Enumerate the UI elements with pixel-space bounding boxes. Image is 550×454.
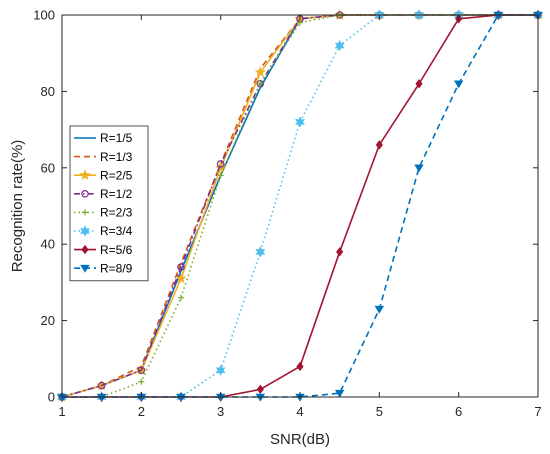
data-point: [216, 160, 225, 168]
legend-label: R=1/2: [100, 187, 133, 201]
legend-entry: R=3/4: [74, 224, 133, 238]
y-tick-label: 80: [41, 84, 55, 99]
data-point: [453, 80, 464, 89]
data-point: [374, 305, 385, 314]
data-point: [257, 80, 264, 87]
x-tick-label: 2: [138, 404, 145, 419]
data-point: [295, 116, 305, 128]
legend-label: R=8/9: [100, 261, 133, 275]
legend-label: R=1/5: [100, 131, 133, 145]
data-point: [178, 294, 184, 301]
legend-marker: [79, 169, 91, 180]
x-axis-title: SNR(dB): [270, 431, 330, 448]
legend-entry: R=1/5: [74, 131, 133, 145]
legend-entry: R=2/5: [74, 168, 133, 182]
legend-entry: R=2/3: [74, 206, 133, 220]
legend-entry: R=5/6: [74, 243, 133, 257]
y-tick-label: 20: [41, 313, 55, 328]
y-tick-label: 100: [33, 8, 55, 23]
tick-layer: 1 2 3 4 5 6 7 0 20 40 60 80 100: [33, 8, 541, 420]
data-point: [215, 364, 226, 376]
data-point: [297, 19, 303, 26]
legend-entry: R=8/9: [74, 261, 133, 275]
data-point: [217, 172, 224, 179]
data-point: [256, 79, 265, 88]
x-tick-label: 7: [534, 404, 541, 419]
data-point: [334, 39, 345, 52]
data-point: [375, 140, 383, 150]
data-point: [177, 263, 185, 271]
data-point: [138, 378, 145, 385]
data-point: [415, 79, 423, 89]
legend-label: R=5/6: [100, 243, 133, 257]
legend-marker: [81, 244, 89, 255]
data-point: [336, 247, 344, 257]
x-tick-label: 6: [455, 404, 462, 419]
x-tick-label: 5: [376, 404, 383, 419]
legend-entry: R=1/2: [74, 187, 133, 201]
legend-label: R=2/5: [100, 168, 133, 182]
x-tick-label: 1: [58, 404, 65, 419]
legend: R=1/5 R=1/3 R=2/5 R=1/2 R=2/3 R=3/4 R=5/6 R=8/9: [69, 125, 149, 282]
y-tick-label: 60: [41, 160, 55, 175]
data-point: [175, 272, 187, 284]
data-point: [296, 361, 304, 372]
data-point: [254, 66, 266, 78]
legend-label: R=2/3: [100, 206, 133, 220]
y-tick-label: 40: [41, 237, 55, 252]
x-tick-label: 3: [217, 404, 224, 419]
series-line: [61, 14, 538, 398]
legend-marker: [81, 190, 89, 198]
legend-entry: R=1/3: [74, 150, 133, 164]
legend-label: R=3/4: [100, 224, 133, 238]
legend-marker: [80, 225, 90, 237]
data-point: [97, 381, 106, 390]
data-point: [137, 366, 146, 375]
data-point: [256, 384, 264, 395]
x-tick-label: 4: [296, 404, 303, 419]
y-axis-title: Recognition rate(%): [9, 140, 26, 273]
legend-marker: [82, 209, 88, 216]
y-tick-label: 0: [48, 390, 55, 405]
legend-marker: [80, 264, 90, 273]
legend-box: [69, 125, 149, 282]
data-point: [334, 389, 345, 398]
data-point: [255, 246, 266, 258]
legend-label: R=1/3: [100, 150, 133, 164]
data-point: [414, 164, 424, 173]
